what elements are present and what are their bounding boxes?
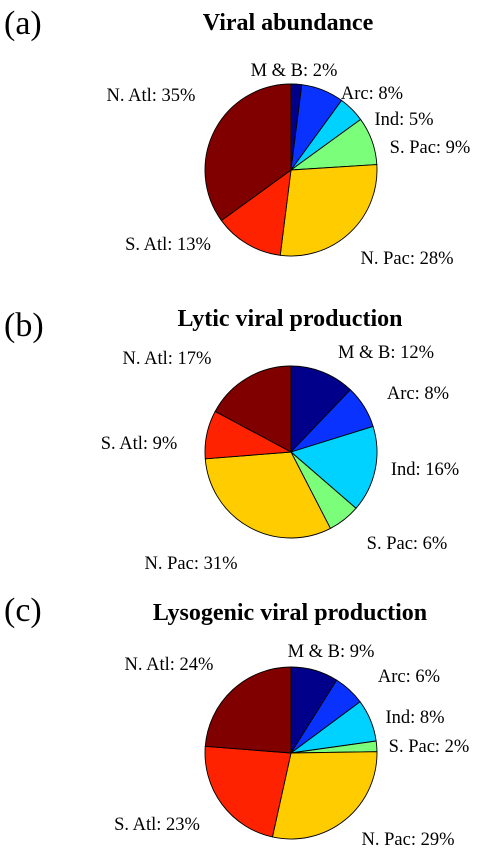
- slice-label-2-6: N. Atl: 24%: [125, 655, 214, 675]
- pie-slice-1-2: [290, 425, 378, 509]
- slice-label-1-6: N. Atl: 17%: [123, 349, 212, 369]
- panel-label-c: (c): [4, 592, 42, 629]
- slice-label-0-2: Ind: 5%: [374, 110, 433, 130]
- slice-label-1-1: Arc: 8%: [387, 384, 449, 404]
- slice-label-2-5: S. Atl: 23%: [114, 815, 200, 835]
- pie-slice-2-5: [204, 745, 292, 838]
- slice-label-0-3: S. Pac: 9%: [390, 138, 471, 158]
- slice-label-0-6: N. Atl: 35%: [107, 86, 196, 106]
- pie-slice-1-4: [204, 451, 332, 539]
- pie-chart-c: M & B: 9%Arc: 6% Ind: 8% S. Pac: 2% N. Pac:…: [114, 642, 469, 850]
- slice-label-2-0: M & B: 9%: [288, 642, 375, 662]
- panel-label-a: (a): [4, 5, 42, 42]
- pie-slice-2-4: [271, 751, 378, 840]
- pie-slice-1-0: [290, 365, 351, 454]
- panel-b: (b) Lytic viral production M & B: 12% Arc…: [4, 306, 459, 574]
- slice-label-2-2: Ind: 8%: [385, 708, 444, 728]
- panel-label-b: (b): [4, 307, 44, 344]
- slice-label-0-1: Arc: 8%: [341, 84, 403, 104]
- slice-label-2-4: N. Pac: 29%: [362, 830, 455, 850]
- pie-slice-0-5: [220, 169, 292, 256]
- panel-title-b: Lytic viral production: [178, 306, 403, 332]
- slice-label-1-0: M & B: 12%: [338, 343, 434, 363]
- pie-slice-1-6: [214, 365, 292, 453]
- pie-slice-0-4: [279, 164, 378, 257]
- pie-chart-a: M & B: 2%Arc: 8% Ind: 5% S. Pac: 9% N. Pac:…: [107, 61, 471, 269]
- panel-title-a: Viral abundance: [203, 10, 374, 36]
- slice-label-0-0: M & B: 2%: [251, 61, 338, 81]
- slice-label-1-5: S. Atl: 9%: [101, 434, 178, 454]
- slice-label-2-1: Arc: 6%: [378, 667, 440, 687]
- panel-title-c: Lysogenic viral production: [153, 600, 427, 626]
- slice-label-1-3: S. Pac: 6%: [367, 534, 448, 554]
- slice-label-0-4: N. Pac: 28%: [361, 249, 454, 269]
- slice-label-2-3: S. Pac: 2%: [389, 737, 470, 757]
- panel-a: (a) Viral abundance M & B: 2%Arc: 8% Ind:…: [4, 5, 470, 269]
- panel-c: (c) Lysogenic viral production M & B: 9%…: [4, 592, 469, 850]
- pie-slice-2-6: [204, 666, 292, 754]
- slice-label-0-5: S. Atl: 13%: [125, 235, 211, 255]
- pie-slice-0-6: [204, 83, 292, 222]
- slice-label-1-4: N. Pac: 31%: [145, 554, 238, 574]
- pie-chart-b: M & B: 12% Arc: 8% Ind: 16% S. Pac: 6% N. Pa…: [101, 343, 459, 574]
- slice-label-1-2: Ind: 16%: [391, 460, 459, 480]
